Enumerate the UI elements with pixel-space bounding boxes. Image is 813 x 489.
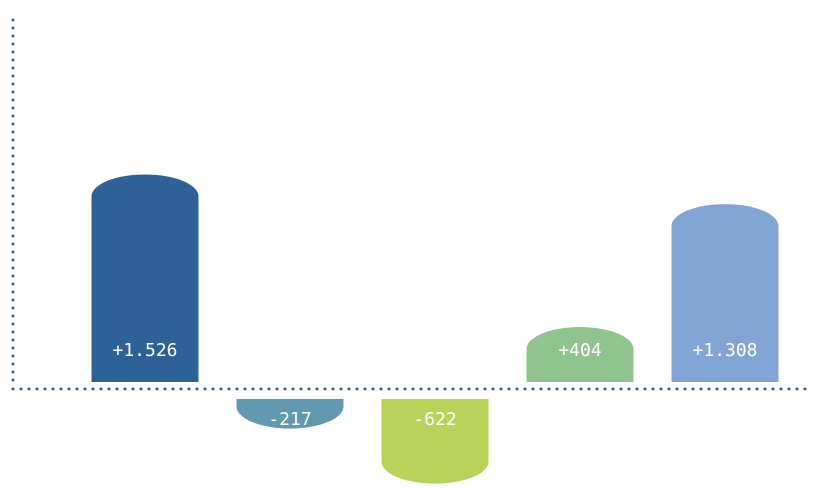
bar-3 bbox=[381, 399, 489, 484]
bar-label-4: +404 bbox=[558, 340, 601, 361]
bar-label-1: +1.526 bbox=[112, 340, 177, 361]
bar-1 bbox=[91, 174, 199, 382]
bar-2 bbox=[236, 399, 344, 429]
bar-label-3: -622 bbox=[413, 409, 456, 430]
bar-5 bbox=[671, 204, 779, 382]
bar-4 bbox=[526, 327, 634, 382]
bar-label-2: -217 bbox=[268, 409, 311, 430]
bar-label-5: +1.308 bbox=[692, 340, 757, 361]
